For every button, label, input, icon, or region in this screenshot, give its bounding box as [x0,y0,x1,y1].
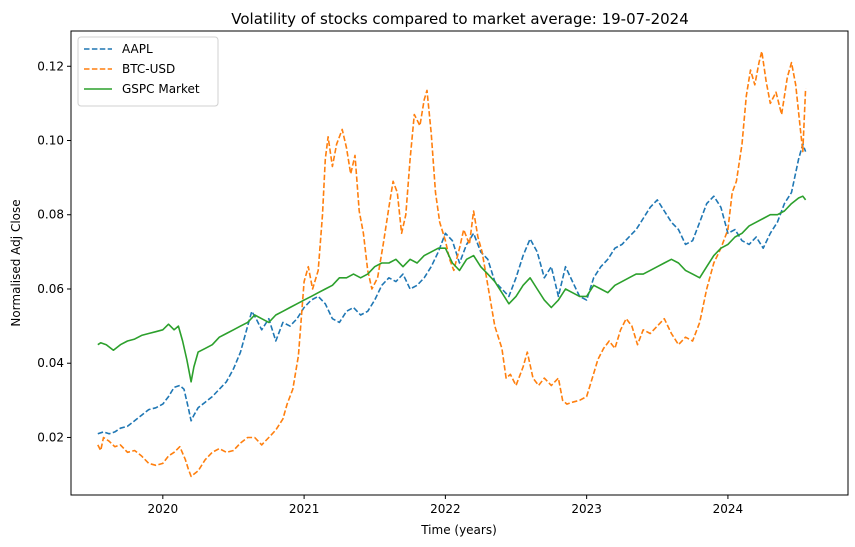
x-tick-label: 2020 [148,502,179,516]
x-axis-label: Time (years) [420,523,497,537]
legend-label: AAPL [122,42,153,56]
plot-area-frame [70,30,849,496]
y-axis-ticks: 0.02 0.04 0.06 0.08 0.10 0.12 [37,59,71,444]
y-axis-label: Normalised Adj Close [9,199,23,326]
y-tick-label: 0.10 [37,134,64,148]
series-layer [97,50,807,478]
y-tick-label: 0.06 [37,282,64,296]
x-tick-label: 2021 [289,502,320,516]
series-line-2 [97,195,807,383]
x-axis-ticks: 2020 2021 2022 2023 2024 [148,495,744,516]
x-tick-label: 2022 [430,502,461,516]
series-line-0 [97,143,807,435]
x-tick-label: 2023 [571,502,602,516]
legend-box [77,36,219,107]
y-tick-label: 0.08 [37,208,64,222]
legend-label: BTC-USD [122,62,175,76]
legend: AAPL BTC-USD GSPC Market [77,36,219,107]
chart-title: Volatility of stocks compared to market … [231,10,689,28]
y-tick-label: 0.04 [37,356,64,370]
x-tick-label: 2024 [713,502,744,516]
series-line-1 [97,50,807,478]
legend-label: GSPC Market [122,82,200,96]
y-tick-label: 0.02 [37,430,64,444]
y-tick-label: 0.12 [37,59,64,73]
